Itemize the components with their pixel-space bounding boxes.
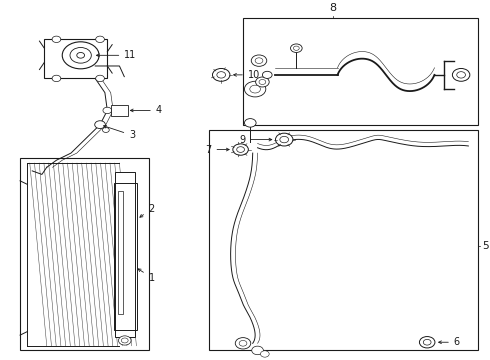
Circle shape bbox=[419, 337, 435, 348]
Circle shape bbox=[259, 80, 266, 85]
Circle shape bbox=[95, 121, 105, 129]
Text: 10: 10 bbox=[234, 70, 260, 80]
Bar bbox=[20, 158, 148, 350]
Bar bbox=[114, 183, 137, 330]
Circle shape bbox=[245, 118, 256, 127]
Circle shape bbox=[96, 36, 104, 42]
Circle shape bbox=[255, 58, 263, 63]
Circle shape bbox=[70, 48, 91, 63]
Circle shape bbox=[291, 44, 302, 53]
Circle shape bbox=[452, 68, 470, 81]
Text: 6: 6 bbox=[439, 337, 460, 347]
Text: 9: 9 bbox=[239, 135, 272, 145]
Circle shape bbox=[122, 338, 128, 343]
Circle shape bbox=[217, 72, 225, 78]
Text: 3: 3 bbox=[103, 125, 135, 140]
Circle shape bbox=[275, 133, 293, 146]
Circle shape bbox=[235, 338, 251, 349]
Circle shape bbox=[102, 127, 109, 132]
Circle shape bbox=[233, 144, 248, 155]
Bar bbox=[209, 130, 478, 350]
Circle shape bbox=[96, 75, 104, 82]
Bar bbox=[118, 192, 123, 314]
Circle shape bbox=[103, 107, 112, 114]
Circle shape bbox=[251, 55, 267, 66]
Text: 5: 5 bbox=[482, 240, 489, 251]
Circle shape bbox=[52, 75, 61, 82]
Text: 8: 8 bbox=[329, 3, 336, 13]
Text: 11: 11 bbox=[97, 50, 137, 60]
Text: 4: 4 bbox=[130, 105, 162, 116]
Bar bbox=[115, 172, 135, 337]
Circle shape bbox=[213, 68, 230, 81]
Text: 7: 7 bbox=[205, 144, 229, 154]
Circle shape bbox=[263, 71, 272, 78]
Circle shape bbox=[119, 336, 131, 345]
Bar bbox=[111, 105, 128, 116]
Circle shape bbox=[62, 42, 99, 69]
Text: 2: 2 bbox=[140, 204, 155, 217]
Circle shape bbox=[294, 46, 299, 50]
Bar bbox=[243, 18, 478, 125]
Bar bbox=[44, 39, 107, 78]
Circle shape bbox=[250, 85, 261, 93]
Circle shape bbox=[252, 346, 263, 355]
Text: 1: 1 bbox=[138, 269, 155, 283]
Circle shape bbox=[239, 341, 247, 346]
Circle shape bbox=[237, 147, 245, 152]
Circle shape bbox=[457, 72, 465, 78]
Circle shape bbox=[52, 36, 61, 42]
Circle shape bbox=[280, 136, 289, 143]
Circle shape bbox=[77, 53, 85, 58]
Circle shape bbox=[245, 81, 266, 97]
Circle shape bbox=[256, 77, 269, 87]
Circle shape bbox=[423, 339, 431, 345]
Circle shape bbox=[261, 351, 269, 357]
